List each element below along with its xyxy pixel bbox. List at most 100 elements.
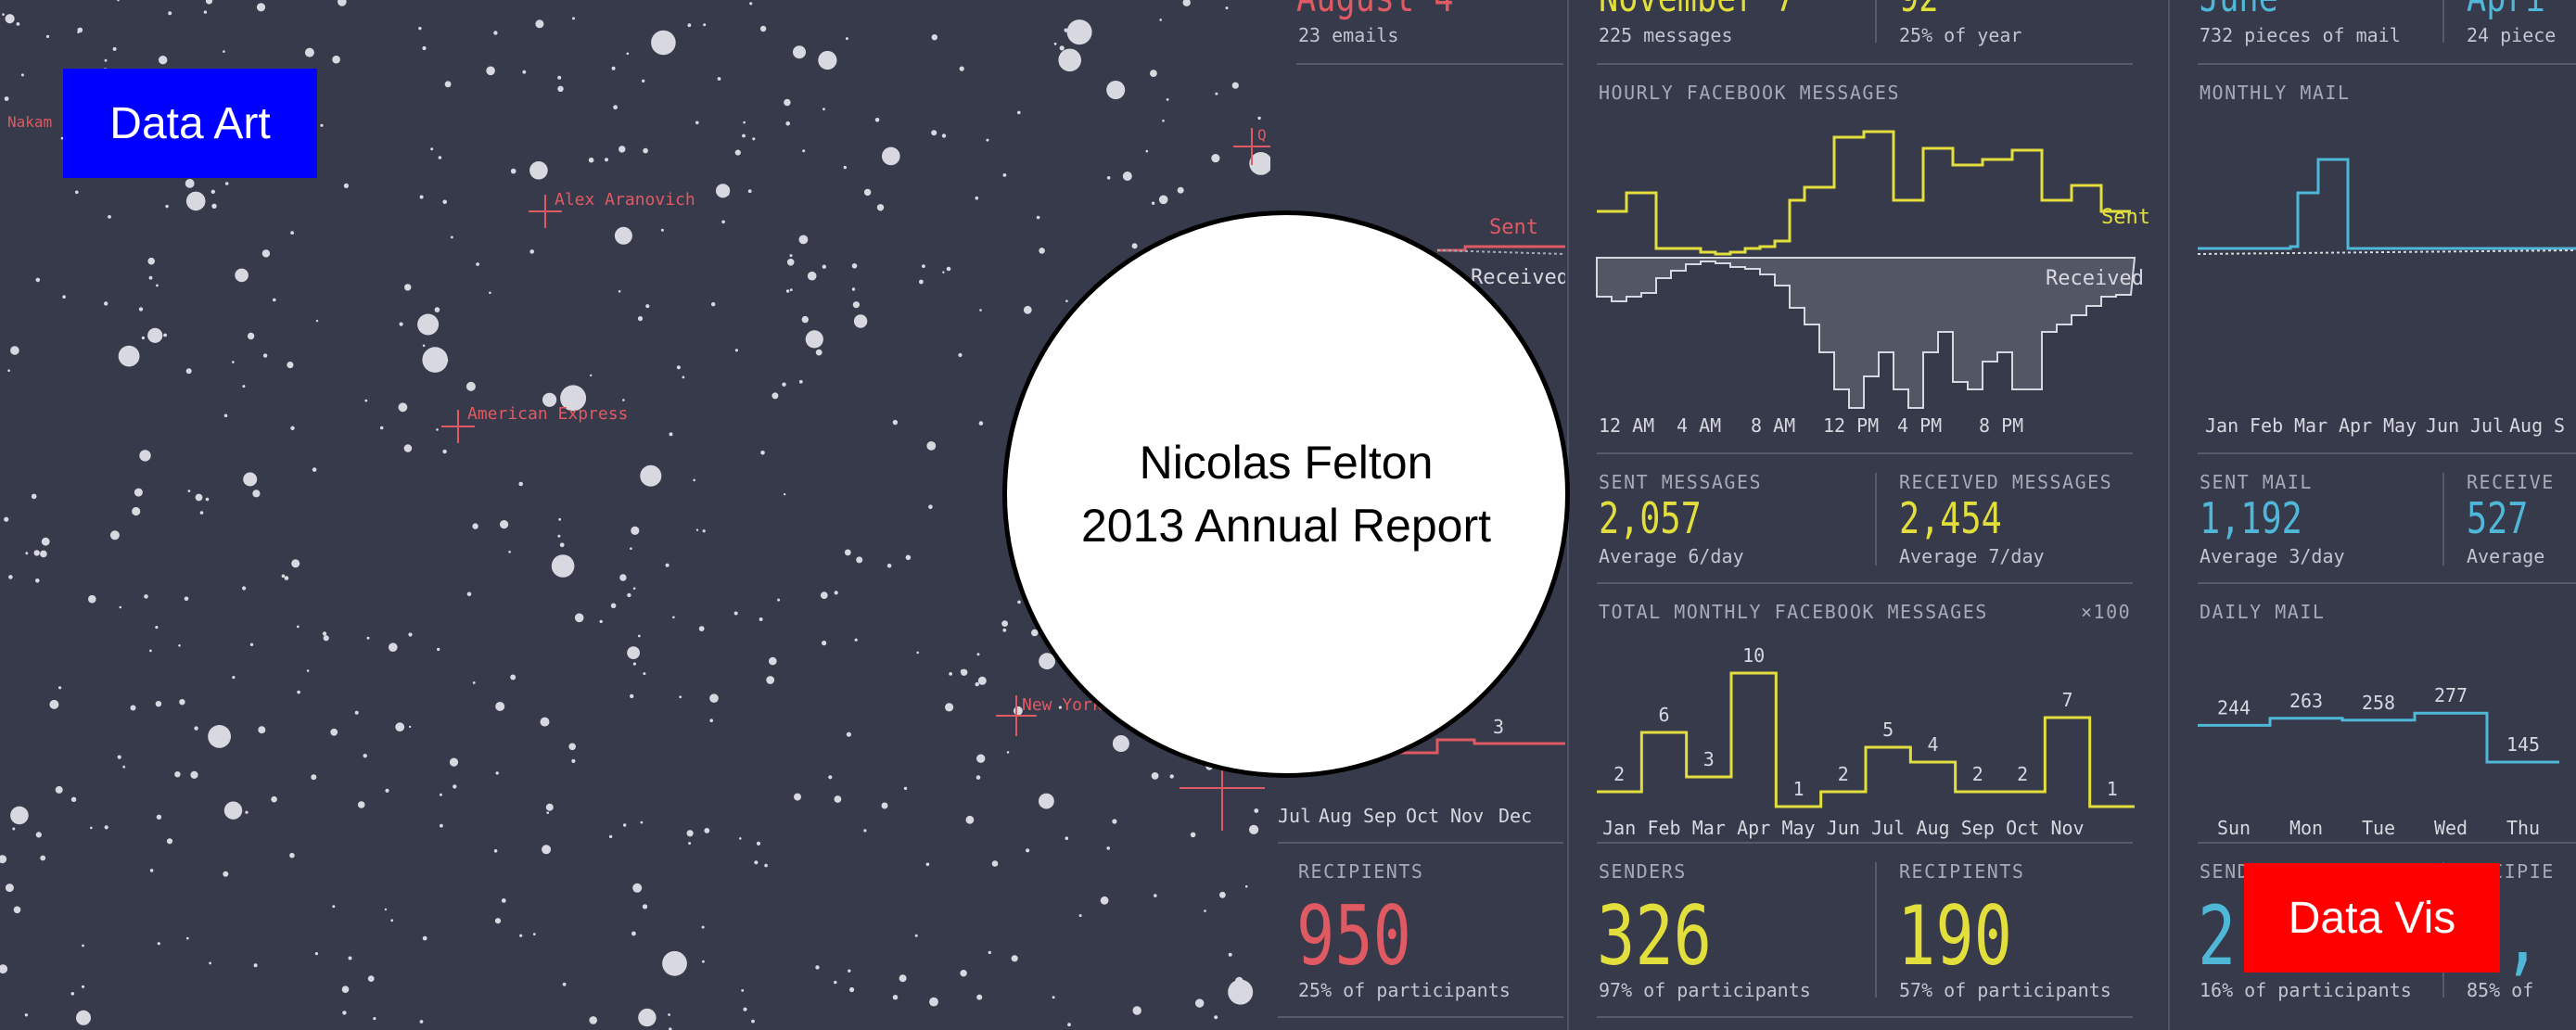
star <box>1059 45 1065 51</box>
star <box>1011 955 1018 962</box>
star <box>35 579 40 583</box>
star <box>739 837 742 840</box>
fb-monthly-axis-label: Feb <box>1647 817 1680 839</box>
star <box>785 121 790 126</box>
star <box>76 1010 91 1025</box>
star <box>759 617 763 621</box>
star <box>899 974 907 983</box>
fb-received-label: Received <box>2046 267 2144 290</box>
mail-daily-value-label: 258 <box>2362 692 2395 714</box>
mail-monthly-title: MONTHLY MAIL <box>2200 82 2351 104</box>
fb-monthly-value-label: 5 <box>1882 718 1894 741</box>
star <box>296 625 300 629</box>
star <box>518 481 523 487</box>
star <box>1225 6 1229 10</box>
star <box>856 556 863 564</box>
star <box>945 703 954 712</box>
star <box>184 596 189 602</box>
email-recipients-value: 950 <box>1296 888 1411 984</box>
circle-title-report: 2013 Annual Report <box>1080 500 1492 552</box>
star <box>185 368 192 375</box>
star <box>500 520 509 529</box>
star <box>281 574 286 579</box>
star <box>486 66 495 76</box>
axis-label: May <box>2383 414 2417 437</box>
star <box>403 444 413 452</box>
star <box>928 504 933 509</box>
email-panel: August 4 23 emails Sent Received 3 Jul A… <box>1270 0 1565 1030</box>
star <box>1064 28 1068 32</box>
axis-label: Jul <box>1278 805 1312 827</box>
star <box>686 830 694 837</box>
star <box>1249 824 1259 835</box>
star <box>194 726 198 731</box>
star <box>916 651 919 655</box>
star <box>756 841 761 846</box>
star <box>1058 48 1081 72</box>
star <box>384 908 388 911</box>
star <box>227 808 236 818</box>
divider-line <box>1278 1016 1563 1018</box>
star <box>702 960 705 963</box>
star <box>242 586 247 591</box>
star <box>853 314 868 328</box>
star <box>662 950 687 976</box>
divider-line <box>1875 473 1877 566</box>
star <box>147 327 163 343</box>
star <box>709 693 719 703</box>
star <box>676 365 682 370</box>
star <box>892 995 899 1000</box>
star <box>35 277 41 283</box>
axis-label: Jun <box>2426 414 2460 437</box>
star <box>926 441 937 451</box>
star <box>960 970 967 977</box>
star <box>529 249 534 254</box>
star <box>311 774 317 781</box>
star <box>41 537 50 546</box>
star <box>608 834 613 839</box>
star <box>1017 600 1021 604</box>
star <box>179 699 185 706</box>
star <box>1001 620 1008 627</box>
star <box>58 686 62 690</box>
star <box>70 992 75 996</box>
star <box>672 616 675 619</box>
star <box>1058 706 1062 709</box>
star <box>185 936 189 940</box>
star <box>408 632 413 637</box>
star <box>389 642 398 652</box>
star <box>702 529 706 533</box>
mail-daily-axis-label: Wed <box>2434 817 2468 839</box>
star <box>290 426 295 430</box>
star <box>187 490 191 492</box>
star <box>946 266 951 272</box>
star <box>682 375 685 379</box>
star <box>1132 1006 1141 1015</box>
star <box>104 301 108 306</box>
star <box>960 669 964 674</box>
star <box>438 156 442 159</box>
star <box>854 638 858 642</box>
fb-monthly-axis-label: Oct <box>2006 817 2039 839</box>
axis-label: 12 PM <box>1823 414 1880 437</box>
divider-line <box>1278 842 1563 844</box>
star <box>640 820 644 824</box>
star <box>4 96 9 101</box>
star <box>786 259 795 266</box>
star <box>1053 42 1057 45</box>
star <box>5 14 15 24</box>
star <box>166 838 173 845</box>
fb-monthly-axis-label: Mar <box>1692 817 1726 839</box>
star <box>574 613 584 623</box>
mail-senders-sub: 16% of participants <box>2200 979 2412 1001</box>
star <box>679 695 682 699</box>
star <box>493 849 498 853</box>
email-recipients-title: RECIPIENTS <box>1298 860 1424 883</box>
star <box>149 869 154 872</box>
star <box>60 136 64 140</box>
star <box>314 952 318 956</box>
star <box>1150 70 1157 77</box>
star <box>235 268 249 283</box>
star <box>834 591 838 595</box>
fb-top-left-value: November 7 <box>1599 0 1795 19</box>
